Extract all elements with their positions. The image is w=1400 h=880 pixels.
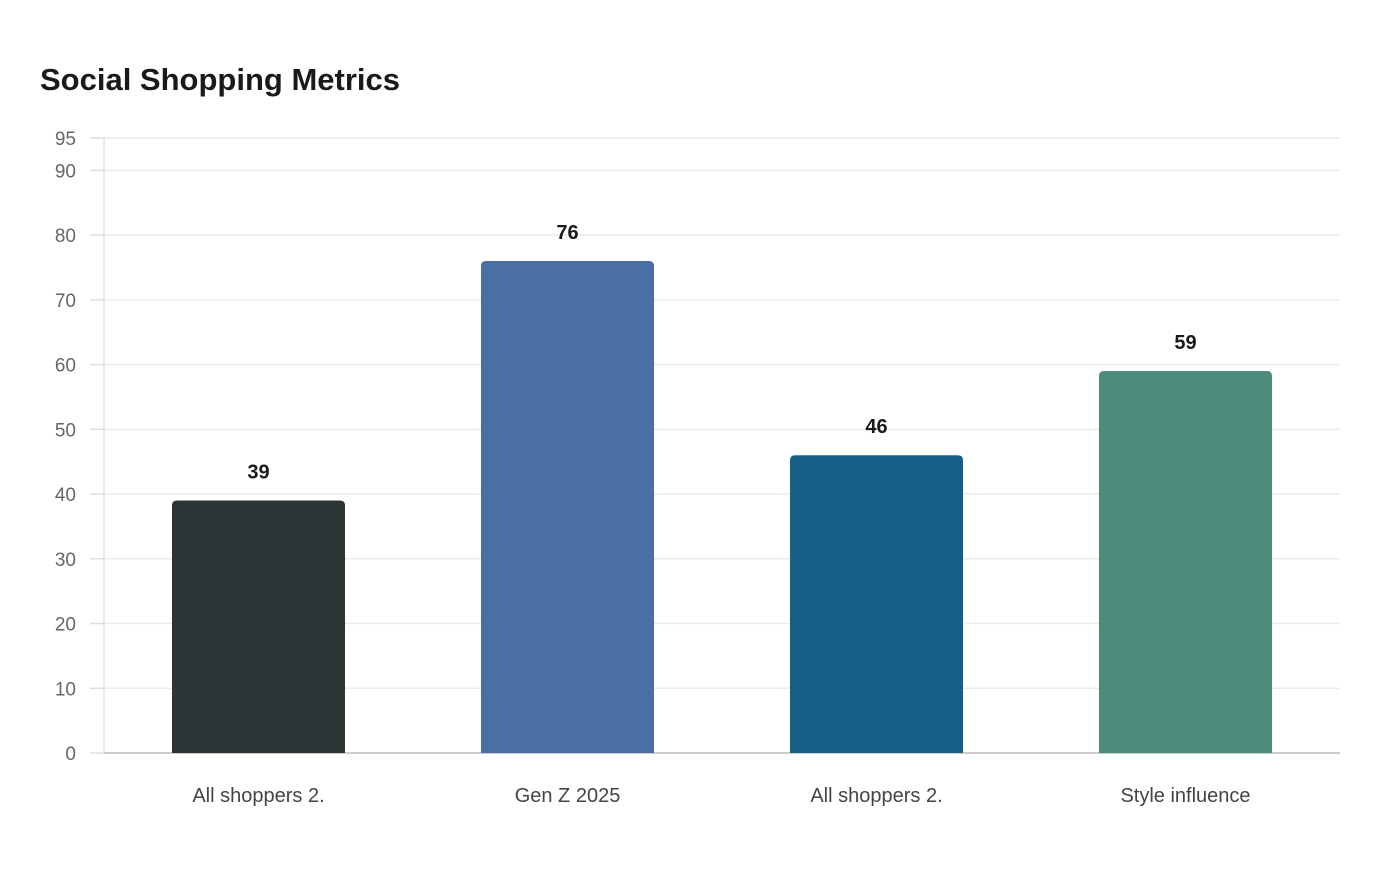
bars: [171, 261, 1273, 753]
x-tick-label: All shoppers 2.: [192, 785, 324, 807]
data-label: 46: [865, 416, 887, 438]
x-tick-label: Gen Z 2025: [515, 785, 621, 807]
y-tick-label: 10: [55, 679, 76, 700]
bar: [1098, 371, 1273, 753]
y-axis-ticks: 0 10 20 30 40 50 60 70 80 90 95: [55, 129, 104, 765]
data-labels: 39 76 46 59: [247, 222, 1196, 484]
x-tick-label: Style influence: [1120, 785, 1250, 807]
x-axis-categories: All shoppers 2. Gen Z 2025 All shoppers 2.…: [192, 785, 1250, 807]
y-tick-label: 80: [55, 226, 76, 247]
bar: [480, 261, 655, 753]
y-tick-label: 40: [55, 485, 76, 506]
x-tick-label: All shoppers 2.: [810, 785, 942, 807]
y-tick-label: 50: [55, 420, 76, 441]
y-tick-label: 20: [55, 615, 76, 636]
data-label: 59: [1174, 332, 1196, 354]
chart-title: Social Shopping Metrics: [40, 62, 400, 97]
data-label: 39: [247, 462, 269, 484]
y-tick-label: 0: [65, 744, 76, 765]
bar: [789, 455, 964, 753]
y-tick-label: 90: [55, 161, 76, 182]
y-tick-label: 30: [55, 550, 76, 571]
bar: [171, 500, 346, 753]
data-label: 76: [556, 222, 578, 244]
y-tick-label: 95: [55, 129, 76, 150]
y-tick-label: 60: [55, 356, 76, 377]
y-tick-label: 70: [55, 291, 76, 312]
